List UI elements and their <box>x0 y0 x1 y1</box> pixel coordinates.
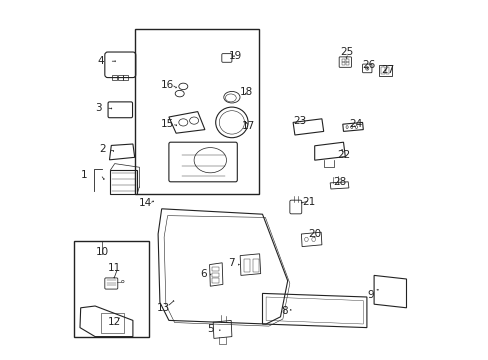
Text: 10: 10 <box>96 247 109 257</box>
Text: 4: 4 <box>97 56 103 66</box>
Bar <box>110 170 137 194</box>
Text: 25: 25 <box>340 47 353 57</box>
Bar <box>346 62 348 65</box>
Text: 16: 16 <box>160 80 173 90</box>
Text: 19: 19 <box>228 51 242 61</box>
Bar <box>381 67 384 74</box>
Text: 20: 20 <box>307 229 321 239</box>
Text: 22: 22 <box>336 150 349 160</box>
Text: 23: 23 <box>293 116 306 126</box>
Text: 17: 17 <box>241 121 254 131</box>
Text: 5: 5 <box>206 324 213 334</box>
Bar <box>123 75 128 80</box>
Bar <box>212 273 219 277</box>
Text: 26: 26 <box>361 60 375 70</box>
Text: 27: 27 <box>380 65 394 75</box>
Bar <box>346 59 348 62</box>
Text: 3: 3 <box>95 103 102 113</box>
Text: 8: 8 <box>280 306 287 316</box>
Text: 13: 13 <box>157 303 170 313</box>
Text: 12: 12 <box>108 317 122 327</box>
Bar <box>385 67 388 74</box>
Text: 14: 14 <box>139 198 152 208</box>
Text: 21: 21 <box>302 197 315 207</box>
Text: 7: 7 <box>228 258 235 268</box>
Bar <box>118 75 122 80</box>
Text: 11: 11 <box>108 263 122 273</box>
Text: 15: 15 <box>160 119 173 129</box>
Bar <box>112 75 117 80</box>
Bar <box>341 59 344 62</box>
Text: 2: 2 <box>99 144 105 154</box>
Text: 28: 28 <box>333 177 346 187</box>
Bar <box>341 62 344 65</box>
Bar <box>134 29 258 194</box>
Text: 18: 18 <box>239 87 252 97</box>
Text: 24: 24 <box>349 119 362 129</box>
Bar <box>244 259 250 272</box>
Text: 1: 1 <box>81 170 87 180</box>
Bar <box>253 259 259 272</box>
Text: 9: 9 <box>366 290 373 300</box>
Bar <box>212 278 219 283</box>
Text: 6: 6 <box>200 269 206 279</box>
Bar <box>73 241 149 337</box>
Bar <box>379 65 391 76</box>
Bar <box>212 267 219 271</box>
Bar <box>101 313 123 333</box>
